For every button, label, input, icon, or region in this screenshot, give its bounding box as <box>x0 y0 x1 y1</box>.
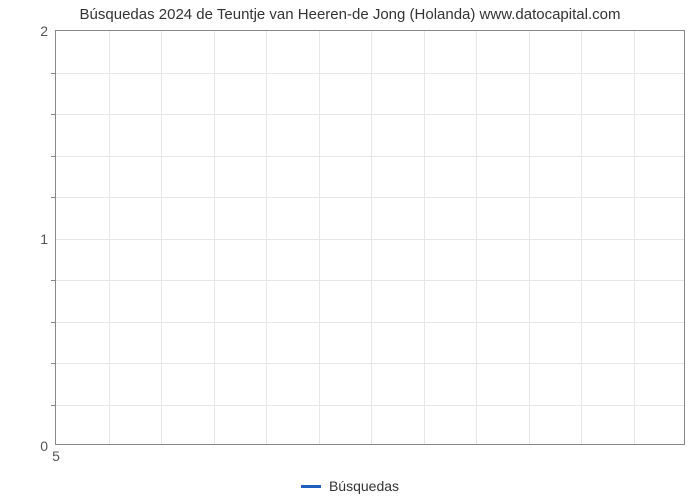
grid-line-horizontal <box>56 322 684 323</box>
grid-line-horizontal <box>56 363 684 364</box>
plot-area: 0125 <box>55 30 685 445</box>
grid-line-vertical <box>109 31 110 444</box>
y-minor-tick <box>51 73 56 74</box>
grid-line-vertical <box>634 31 635 444</box>
y-tick-label: 1 <box>40 231 56 247</box>
y-minor-tick <box>51 156 56 157</box>
grid-line-horizontal <box>56 156 684 157</box>
y-minor-tick <box>51 114 56 115</box>
grid-line-vertical <box>266 31 267 444</box>
grid-line-horizontal <box>56 280 684 281</box>
grid-line-horizontal <box>56 73 684 74</box>
legend-label: Búsquedas <box>329 478 399 494</box>
grid-line-horizontal <box>56 405 684 406</box>
grid-line-vertical <box>581 31 582 444</box>
y-minor-tick <box>51 197 56 198</box>
y-minor-tick <box>51 322 56 323</box>
grid-line-horizontal <box>56 239 684 240</box>
grid-line-vertical <box>214 31 215 444</box>
y-minor-tick <box>51 280 56 281</box>
grid-line-vertical <box>424 31 425 444</box>
grid-line-vertical <box>161 31 162 444</box>
x-tick-label: 5 <box>52 444 60 464</box>
chart-title: Búsquedas 2024 de Teuntje van Heeren-de … <box>0 6 700 23</box>
grid-line-vertical <box>529 31 530 444</box>
y-tick-label: 2 <box>40 23 56 39</box>
legend: Búsquedas <box>0 478 700 494</box>
y-minor-tick <box>51 405 56 406</box>
grid-line-vertical <box>371 31 372 444</box>
legend-swatch <box>301 485 321 488</box>
grid-line-vertical <box>319 31 320 444</box>
grid-line-horizontal <box>56 114 684 115</box>
y-minor-tick <box>51 363 56 364</box>
grid-line-horizontal <box>56 197 684 198</box>
grid-line-vertical <box>476 31 477 444</box>
